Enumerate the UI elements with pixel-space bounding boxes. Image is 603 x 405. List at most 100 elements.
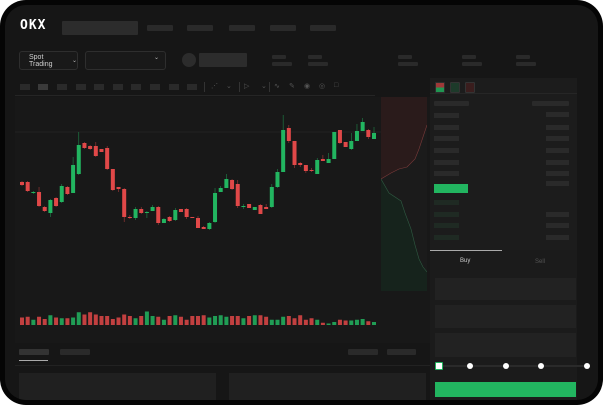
tab-order-history[interactable] [60, 349, 90, 355]
divider [15, 95, 375, 96]
candle-body [213, 193, 218, 222]
candle-body [241, 206, 246, 207]
buy-tab[interactable]: Buy [460, 258, 471, 264]
volume-bar [127, 316, 132, 325]
orderbook-bids-icon[interactable] [450, 82, 460, 93]
timeframe-button[interactable] [76, 84, 86, 90]
tab-open-orders[interactable] [19, 349, 49, 355]
ask-amount [546, 136, 569, 141]
candlestick-chart[interactable] [5, 5, 598, 400]
timeframe-button[interactable] [187, 84, 197, 90]
candle-body [190, 217, 195, 218]
volume-bar [281, 316, 286, 325]
volume-bar [150, 316, 155, 325]
indicator-icon[interactable]: ⋰ [211, 83, 218, 90]
candle-body [320, 159, 325, 161]
search-bar[interactable] [62, 21, 138, 35]
volume-bar [71, 317, 76, 325]
volume-bar [264, 316, 269, 325]
drawing-icon[interactable]: ▷ [244, 83, 250, 90]
timeframe-button[interactable] [20, 84, 30, 90]
candle-body [110, 169, 115, 190]
timeframe-button[interactable] [131, 84, 141, 90]
ask-amount [546, 160, 569, 165]
bottom-action[interactable] [387, 349, 416, 355]
chevron-down-icon[interactable]: ⌄ [226, 83, 232, 90]
trading-mode-dropdown[interactable]: Spot Trading ⌄ [19, 51, 78, 70]
candle-body [281, 130, 286, 172]
camera-icon[interactable]: ◉ [304, 83, 311, 90]
depth-chart [380, 97, 428, 291]
price-input[interactable] [435, 278, 576, 300]
settings-icon[interactable]: ◎ [319, 83, 326, 90]
candle-body [150, 207, 155, 211]
volume-bar [190, 316, 195, 325]
ask-amount [546, 148, 569, 153]
volume-bar [201, 315, 206, 325]
slider-stop-75[interactable] [538, 363, 544, 369]
slider-stop-100[interactable] [584, 363, 590, 369]
volume-bar [326, 323, 331, 325]
orderbook-asks-icon[interactable] [465, 82, 475, 93]
candle-body [269, 187, 274, 207]
timeframe-button-active[interactable] [38, 84, 48, 90]
slider-handle[interactable] [435, 362, 443, 370]
orderbook-both-icon[interactable] [435, 82, 445, 93]
candle-body [184, 209, 189, 217]
candle-body [224, 179, 229, 188]
fullscreen-icon[interactable]: □ [334, 82, 339, 89]
pair-dropdown[interactable]: ⌄ [85, 51, 166, 70]
timeframe-button[interactable] [57, 84, 67, 90]
ask-amount [546, 181, 569, 186]
stat-value [462, 62, 482, 66]
volume-bar [184, 319, 189, 325]
volume-bar [37, 316, 42, 325]
slider-stop-25[interactable] [467, 363, 473, 369]
ruler-icon[interactable]: ✎ [289, 83, 295, 90]
amount-slider-track[interactable] [439, 365, 589, 367]
depth-bids-area [381, 179, 427, 291]
candle-body [309, 170, 314, 171]
candle-body [235, 184, 240, 206]
slider-stop-50[interactable] [503, 363, 509, 369]
candle-body [372, 133, 376, 139]
ask-price [434, 160, 459, 165]
candle-body [173, 210, 178, 220]
timeframe-button[interactable] [169, 84, 179, 90]
chart-panel[interactable] [15, 97, 430, 343]
volume-bar [207, 317, 212, 325]
okx-logo[interactable]: OKX [20, 18, 47, 33]
divider [239, 82, 240, 92]
timeframe-button[interactable] [113, 84, 123, 90]
candle-body [76, 145, 81, 174]
nav-item[interactable] [147, 25, 173, 31]
nav-item[interactable] [270, 25, 296, 31]
volume-bar [65, 318, 70, 325]
nav-item[interactable] [310, 25, 336, 31]
nav-item[interactable] [229, 25, 255, 31]
depth-asks-area [381, 97, 427, 179]
sell-tab[interactable]: Sell [535, 259, 546, 265]
volume-bar [372, 322, 376, 325]
candle-body [144, 212, 149, 213]
volume-bar [144, 311, 149, 325]
candle-body [286, 128, 291, 141]
total-input[interactable] [435, 333, 576, 357]
line-icon[interactable]: ∿ [274, 83, 280, 90]
chevron-down-icon: ⌄ [71, 58, 77, 64]
bottom-action[interactable] [348, 349, 378, 355]
candle-body [37, 192, 42, 206]
nav-item[interactable] [187, 25, 213, 31]
stat-value [272, 62, 292, 66]
candle-body [54, 198, 59, 206]
amount-input[interactable] [435, 305, 576, 328]
timeframe-button[interactable] [150, 84, 160, 90]
buy-button[interactable] [435, 382, 576, 397]
bottom-card [229, 373, 426, 400]
bid-amount [546, 235, 569, 240]
candle-body [207, 223, 212, 229]
candle-body [48, 200, 53, 213]
timeframe-button[interactable] [94, 84, 104, 90]
candle-body [93, 146, 98, 156]
chevron-down-icon[interactable]: ⌄ [261, 83, 267, 90]
